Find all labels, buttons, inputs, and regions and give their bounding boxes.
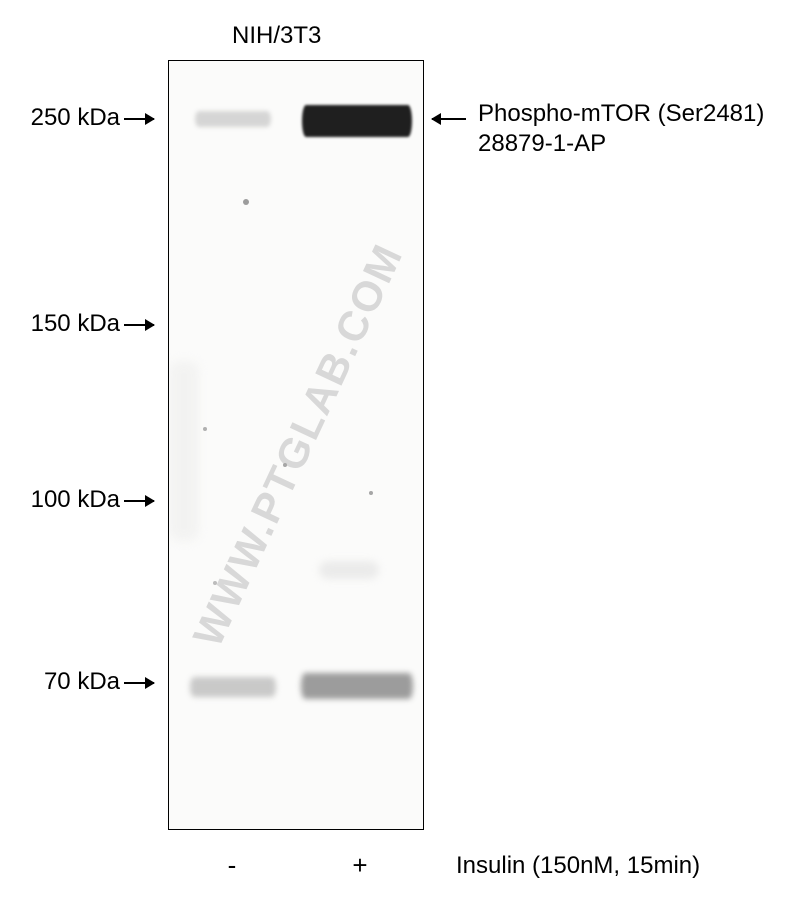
blot-speck xyxy=(203,427,207,431)
blot-speck xyxy=(213,581,217,585)
western-blot: WWW.PTGLAB.COM xyxy=(168,60,424,830)
blot-band xyxy=(190,677,276,697)
mw-marker-1: 150 kDa xyxy=(0,310,120,338)
blot-band xyxy=(302,105,412,137)
blot-smudge xyxy=(169,361,199,541)
figure-container: NIH/3T3 250 kDa 150 kDa 100 kDa 70 kDa W… xyxy=(0,0,800,903)
watermark-text: WWW.PTGLAB.COM xyxy=(184,236,413,654)
treatment-condition-text: Insulin (150nM, 15min) xyxy=(456,852,700,880)
blot-content: WWW.PTGLAB.COM xyxy=(169,61,423,829)
blot-band xyxy=(195,111,271,127)
mw-arrow-0 xyxy=(124,118,154,120)
blot-speck xyxy=(283,463,287,467)
lane1-treatment-symbol: - xyxy=(216,850,248,881)
sample-header-label: NIH/3T3 xyxy=(232,22,321,50)
blot-band xyxy=(301,673,413,699)
annotation-line1: Phospho-mTOR (Ser2481) xyxy=(478,98,764,129)
mw-marker-2: 100 kDa xyxy=(0,486,120,514)
mw-marker-0: 250 kDa xyxy=(0,104,120,132)
blot-speck xyxy=(369,491,373,495)
annotation-line2: 28879-1-AP xyxy=(478,128,606,159)
blot-speck xyxy=(243,199,249,205)
mw-arrow-1 xyxy=(124,324,154,326)
mw-arrow-3 xyxy=(124,682,154,684)
mw-arrow-2 xyxy=(124,500,154,502)
lane2-treatment-symbol: + xyxy=(344,850,376,881)
blot-smudge xyxy=(319,561,379,579)
mw-marker-3: 70 kDa xyxy=(0,668,120,696)
annotation-arrow xyxy=(432,118,466,120)
